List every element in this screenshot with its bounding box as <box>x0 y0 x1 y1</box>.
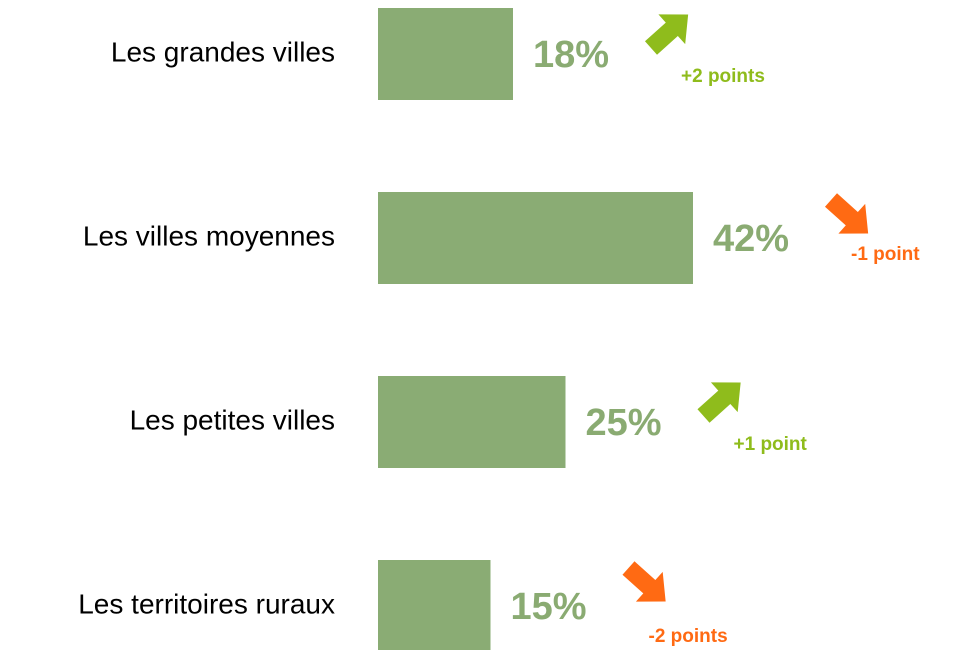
trend-arrow <box>697 382 741 423</box>
value-label: 15% <box>511 586 587 628</box>
bar <box>378 8 513 100</box>
category-label: Les villes moyennes <box>83 220 335 251</box>
change-label: +2 points <box>681 66 765 87</box>
bar <box>378 376 566 468</box>
category-label: Les territoires ruraux <box>78 588 335 619</box>
category-label: Les grandes villes <box>111 36 335 67</box>
bar <box>378 192 693 284</box>
category-label: Les petites villes <box>130 404 335 435</box>
change-label: -2 points <box>649 626 728 647</box>
value-label: 18% <box>533 34 609 76</box>
trend-arrow <box>824 193 869 234</box>
trend-arrow <box>644 14 689 55</box>
value-label: 42% <box>713 218 789 260</box>
value-label: 25% <box>586 402 662 444</box>
trend-arrow-shape <box>824 193 869 234</box>
trend-arrow-shape <box>622 561 666 602</box>
trend-arrow-shape <box>644 14 689 55</box>
trend-arrow-shape <box>697 382 741 423</box>
bar <box>378 560 491 650</box>
change-label: +1 point <box>734 434 808 455</box>
change-label: -1 point <box>851 244 920 265</box>
trend-arrow <box>622 561 666 602</box>
